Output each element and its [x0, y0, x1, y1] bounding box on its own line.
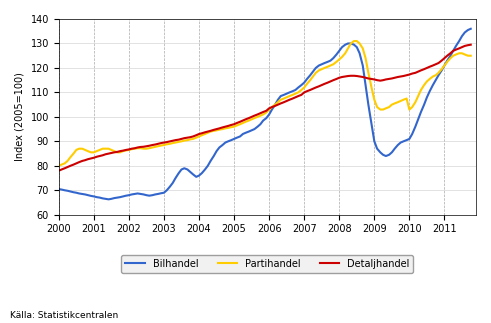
Detaljhandel: [255, 112, 261, 116]
Bilhandel: [424, 95, 430, 99]
Line: Partihandel: Partihandel: [59, 41, 471, 166]
Bilhandel: [185, 168, 191, 172]
Partihandel: [468, 54, 474, 57]
Line: Bilhandel: Bilhandel: [59, 29, 471, 199]
Detaljhandel: [421, 67, 427, 71]
Detaljhandel: [56, 169, 62, 173]
Partihandel: [325, 65, 330, 69]
Text: Källa: Statistikcentralen: Källa: Statistikcentralen: [10, 311, 118, 320]
Detaljhandel: [325, 81, 330, 85]
Line: Detaljhandel: Detaljhandel: [59, 45, 471, 171]
Bilhandel: [257, 122, 263, 126]
Bilhandel: [319, 62, 325, 66]
Bilhandel: [275, 98, 281, 102]
Partihandel: [316, 68, 322, 72]
Y-axis label: Index (2005=100): Index (2005=100): [15, 72, 25, 161]
Partihandel: [255, 115, 261, 119]
Bilhandel: [327, 59, 333, 63]
Partihandel: [351, 39, 357, 43]
Partihandel: [272, 103, 278, 107]
Detaljhandel: [181, 136, 187, 140]
Partihandel: [181, 139, 187, 142]
Bilhandel: [56, 187, 62, 191]
Detaljhandel: [272, 104, 278, 108]
Bilhandel: [468, 27, 474, 31]
Detaljhandel: [468, 43, 474, 47]
Detaljhandel: [316, 84, 322, 88]
Partihandel: [56, 164, 62, 168]
Partihandel: [424, 79, 430, 83]
Legend: Bilhandel, Partihandel, Detaljhandel: Bilhandel, Partihandel, Detaljhandel: [121, 255, 413, 273]
Bilhandel: [106, 197, 111, 201]
